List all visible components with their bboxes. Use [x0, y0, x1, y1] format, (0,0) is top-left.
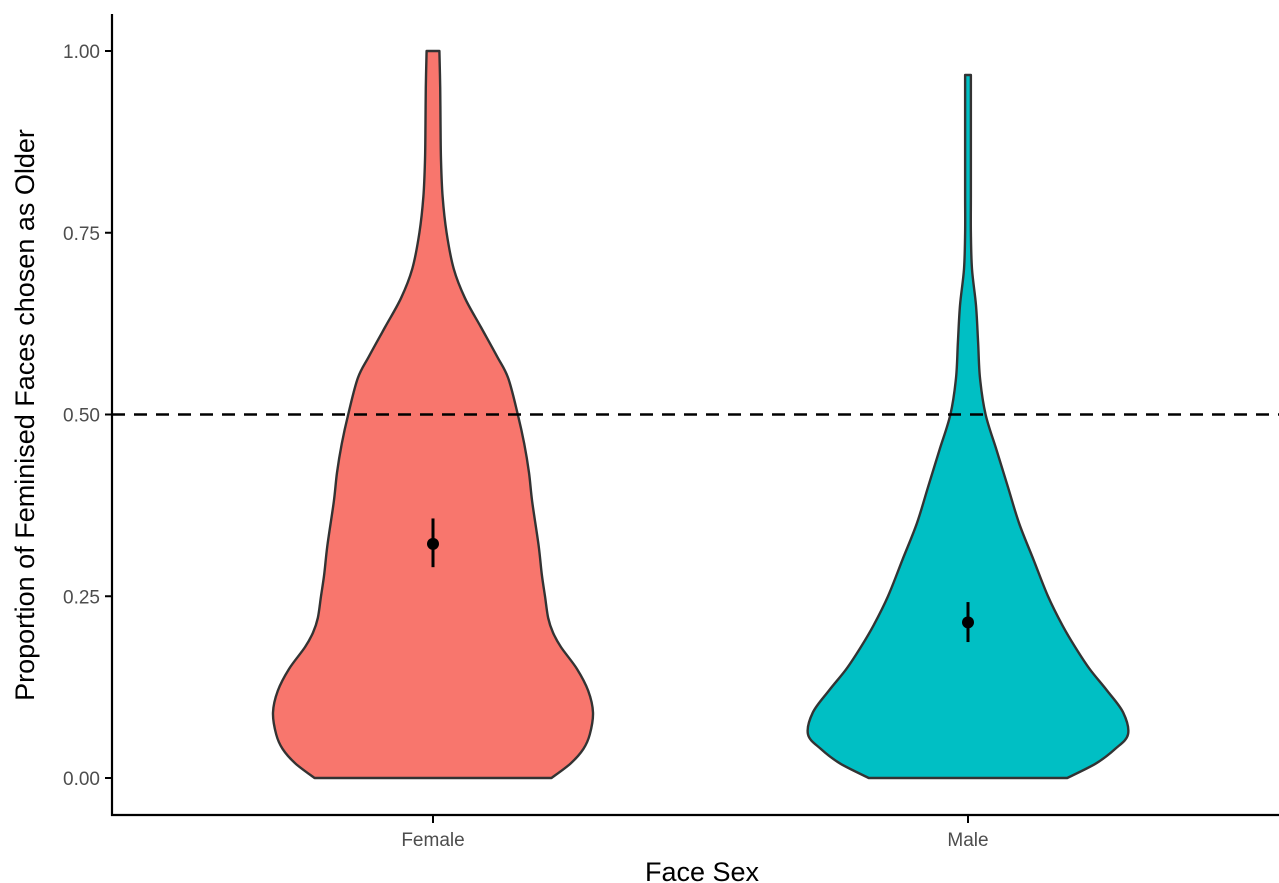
y-axis-title: Proportion of Feminised Faces chosen as …: [10, 129, 40, 701]
x-tick-label: Male: [947, 830, 988, 851]
x-ticks-layer: Female Male: [401, 815, 989, 851]
mean-point-female: [427, 537, 439, 550]
x-axis-title: Face Sex: [645, 857, 760, 883]
violin-male: [806, 73, 1130, 780]
y-tick-label: 0.25: [63, 587, 100, 608]
y-tick-label: 0.75: [63, 224, 100, 245]
y-tick-label: 1.00: [63, 42, 100, 63]
x-tick-label: Female: [401, 830, 464, 851]
mean-point-male: [962, 616, 974, 629]
mean-markers-layer: [427, 518, 974, 643]
y-tick-label: 0.00: [63, 769, 100, 790]
y-ticks-layer: 0.00 0.25 0.50 0.75 1.00: [63, 42, 112, 790]
y-tick-label: 0.50: [63, 406, 100, 427]
